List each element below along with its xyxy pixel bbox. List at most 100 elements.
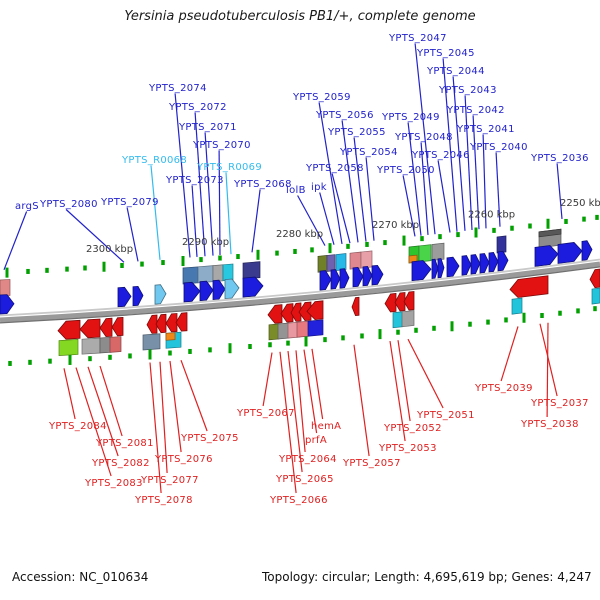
cog-box-forward[interactable]	[0, 279, 11, 297]
gene-arrow-forward[interactable]	[117, 286, 132, 308]
gene-label-reverse[interactable]: YPTS_2066	[269, 495, 328, 506]
gene-label-forward[interactable]: argS	[15, 201, 39, 212]
gene-arrow-forward[interactable]	[581, 240, 593, 261]
gene-arrow-reverse[interactable]	[79, 318, 101, 339]
gene-label-reverse[interactable]: YPTS_2039	[474, 383, 533, 394]
gene-label-forward[interactable]: YPTS_2080	[39, 199, 98, 210]
gene-label-forward[interactable]: YPTS_2048	[394, 132, 453, 143]
cog-box-forward[interactable]	[197, 265, 214, 284]
gene-label-forward[interactable]: YPTS_2074	[148, 83, 207, 94]
gene-label-reverse[interactable]: YPTS_2077	[140, 475, 199, 486]
gene-arrow-forward[interactable]	[411, 260, 432, 282]
gene-arrow-forward[interactable]	[479, 253, 490, 274]
gene-arrow-reverse[interactable]	[290, 302, 302, 322]
gene-label-reverse[interactable]: YPTS_2037	[530, 398, 589, 409]
gene-arrow-forward[interactable]	[212, 279, 226, 301]
gene-label-forward[interactable]: YPTS_R0068	[121, 155, 187, 166]
gene-arrow-forward[interactable]	[431, 258, 439, 279]
gene-label-forward[interactable]: YPTS_2040	[469, 142, 528, 153]
gene-arrow-forward[interactable]	[470, 254, 481, 275]
cog-box-reverse[interactable]	[109, 336, 122, 353]
gene-arrow-forward[interactable]	[446, 256, 460, 278]
gene-arrow-reverse[interactable]	[146, 314, 158, 334]
gene-label-forward[interactable]: YPTS_2059	[292, 92, 351, 103]
cog-box-forward[interactable]	[538, 228, 562, 238]
gene-label-reverse[interactable]: hemA	[311, 421, 341, 432]
gene-label-forward[interactable]: YPTS_2055	[327, 127, 386, 138]
gene-arrow-reverse[interactable]	[280, 303, 294, 323]
gene-label-reverse[interactable]: YPTS_2052	[383, 423, 442, 434]
gene-label-forward[interactable]: YPTS_2044	[426, 66, 485, 77]
cog-box-reverse[interactable]	[296, 320, 310, 338]
gene-arrow-reverse[interactable]	[351, 296, 360, 317]
gene-arrow-forward[interactable]	[488, 252, 499, 273]
gene-arrow-reverse[interactable]	[267, 304, 283, 324]
gene-arrow-forward[interactable]	[330, 269, 341, 290]
gene-label-forward[interactable]: YPTS_2045	[416, 48, 475, 59]
gene-label-forward[interactable]: YPTS_2050	[376, 165, 435, 176]
gene-label-forward[interactable]: YPTS_2047	[388, 33, 447, 44]
gene-arrow-reverse[interactable]	[111, 317, 124, 337]
gene-arrow-forward[interactable]	[557, 241, 583, 264]
gene-label-reverse[interactable]: YPTS_2038	[520, 419, 579, 430]
gene-label-reverse[interactable]: YPTS_2078	[134, 495, 193, 506]
cog-box-forward[interactable]	[360, 250, 373, 269]
gene-arrow-reverse[interactable]	[394, 292, 406, 312]
cog-box-reverse[interactable]	[165, 332, 176, 341]
cog-box-reverse[interactable]	[401, 310, 415, 328]
gene-label-forward[interactable]: YPTS_2058	[305, 163, 364, 174]
gene-label-forward[interactable]: YPTS_2068	[233, 179, 292, 190]
gene-label-reverse[interactable]: YPTS_2051	[416, 410, 475, 421]
cog-box-reverse[interactable]	[58, 339, 79, 356]
gene-arrow-forward[interactable]	[497, 250, 509, 272]
gene-arrow-forward[interactable]	[362, 265, 373, 287]
gene-arrow-forward[interactable]	[242, 276, 264, 298]
gene-label-forward[interactable]: YPTS_R0069	[196, 162, 262, 173]
gene-label-reverse[interactable]: YPTS_2075	[180, 433, 239, 444]
gene-label-reverse[interactable]: YPTS_2083	[84, 478, 143, 489]
gene-arrow-reverse[interactable]	[509, 275, 549, 298]
gene-arrow-forward[interactable]	[319, 270, 332, 291]
gene-arrow-reverse[interactable]	[99, 317, 113, 338]
gene-arrow-forward[interactable]	[199, 280, 214, 302]
cog-box-reverse[interactable]	[81, 337, 101, 355]
cog-box-forward[interactable]	[326, 254, 336, 272]
cog-box-reverse[interactable]	[268, 323, 280, 341]
gene-label-reverse[interactable]: YPTS_2064	[278, 454, 337, 465]
gene-arrow-forward[interactable]	[183, 281, 201, 303]
gene-arrow-forward[interactable]	[0, 294, 15, 315]
gene-label-forward[interactable]: lolB	[286, 185, 306, 196]
gene-label-reverse[interactable]: YPTS_2057	[342, 458, 401, 469]
cog-box-forward[interactable]	[418, 244, 432, 263]
cog-box-reverse[interactable]	[142, 333, 161, 351]
cog-box-reverse[interactable]	[591, 287, 600, 305]
gene-arrow-forward[interactable]	[534, 245, 559, 267]
cog-box-reverse[interactable]	[277, 322, 290, 340]
gene-label-forward[interactable]: YPTS_2046	[411, 150, 470, 161]
cog-box-forward[interactable]	[431, 242, 445, 261]
gene-label-reverse[interactable]: prfA	[305, 435, 327, 446]
gene-label-forward[interactable]: YPTS_2036	[530, 153, 589, 164]
gene-label-forward[interactable]: YPTS_2073	[165, 175, 224, 186]
gene-arrow-reverse[interactable]	[589, 268, 600, 289]
gene-label-forward[interactable]: YPTS_2043	[438, 85, 497, 96]
gene-arrow-reverse[interactable]	[155, 313, 167, 334]
gene-arrow-forward[interactable]	[461, 255, 472, 276]
gene-arrow-reverse[interactable]	[298, 301, 312, 321]
cog-box-forward[interactable]	[335, 253, 347, 271]
gene-arrow-reverse[interactable]	[403, 291, 415, 311]
gene-arrow-forward[interactable]	[339, 268, 350, 289]
gene-arrow-forward[interactable]	[352, 266, 364, 288]
gene-arrow-reverse[interactable]	[306, 300, 324, 321]
cog-box-forward[interactable]	[317, 255, 328, 273]
gene-arrow-forward[interactable]	[224, 278, 240, 300]
gene-label-forward[interactable]: YPTS_2049	[381, 112, 440, 123]
gene-label-forward[interactable]: YPTS_2041	[456, 124, 515, 135]
gene-label-forward[interactable]: YPTS_2071	[178, 122, 237, 133]
gene-label-reverse[interactable]: YPTS_2076	[154, 454, 213, 465]
cog-box-forward[interactable]	[349, 251, 362, 270]
gene-arrow-reverse[interactable]	[175, 312, 188, 332]
gene-arrow-reverse[interactable]	[57, 319, 81, 340]
gene-label-reverse[interactable]: YPTS_2065	[275, 474, 334, 485]
gene-label-reverse[interactable]: YPTS_2067	[236, 408, 295, 419]
